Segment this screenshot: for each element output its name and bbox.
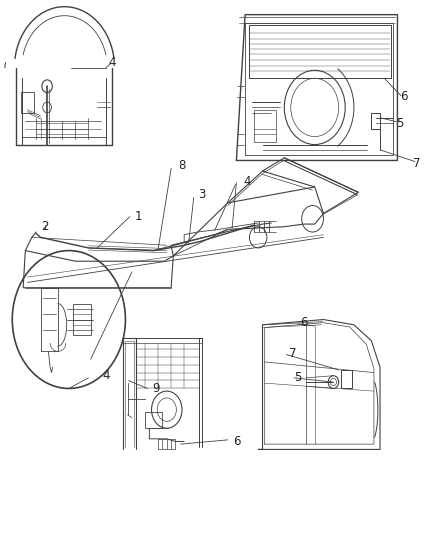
Text: 7: 7 (413, 157, 421, 169)
Text: 4: 4 (109, 56, 116, 69)
Text: 1: 1 (135, 209, 142, 223)
Text: 6: 6 (300, 316, 307, 329)
Text: 2: 2 (41, 220, 49, 233)
Text: 4: 4 (244, 175, 251, 188)
Text: 7: 7 (289, 348, 297, 360)
Text: 9: 9 (152, 382, 159, 395)
Text: 6: 6 (400, 90, 408, 103)
Text: 4: 4 (102, 369, 110, 382)
Text: 8: 8 (178, 159, 186, 172)
Text: 5: 5 (396, 117, 403, 130)
Text: 6: 6 (233, 435, 240, 448)
Text: 3: 3 (198, 189, 205, 201)
Text: 5: 5 (293, 372, 301, 384)
